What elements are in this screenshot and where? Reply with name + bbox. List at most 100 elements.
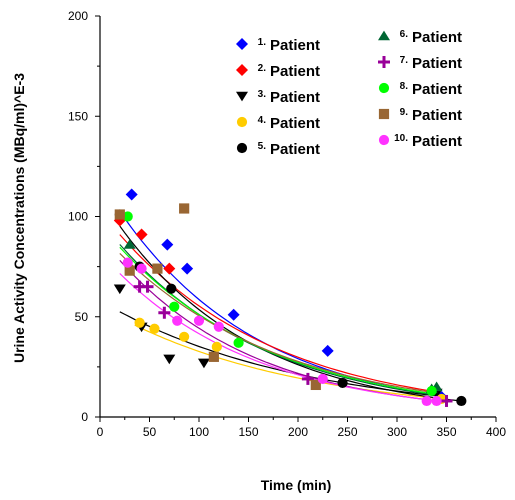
legend-number: 6. (400, 29, 409, 40)
y-tick-label: 150 (68, 109, 88, 123)
legend-number: 3. (258, 89, 267, 100)
legend-number: 2. (258, 63, 267, 74)
legend-marker (236, 38, 248, 50)
legend-item: 8. Patient (378, 81, 462, 98)
legend-marker (236, 116, 248, 128)
y-tick-label: 50 (75, 310, 89, 324)
fit-curves (119, 210, 462, 403)
data-point (421, 395, 432, 407)
plus-bar (162, 306, 166, 319)
data-point (152, 263, 163, 274)
legend-number: 1. (258, 37, 267, 48)
x-tick-label: 350 (436, 425, 456, 439)
data-point (123, 239, 136, 249)
x-tick-label: 100 (189, 425, 209, 439)
legend-item: 9. Patient (378, 107, 462, 124)
data-point (197, 358, 210, 369)
data-point (227, 308, 240, 321)
legend-label: Patient (270, 63, 320, 80)
x-tick-label: 150 (238, 425, 258, 439)
data-points (113, 188, 467, 407)
legend-marker (378, 108, 390, 120)
legend-item: 6. Patient (378, 29, 462, 46)
legend-label: Patient (412, 133, 462, 150)
legend-label: Patient (412, 55, 462, 72)
data-point (426, 385, 437, 397)
legend-item: 1. Patient (236, 37, 320, 54)
data-point (317, 373, 328, 385)
data-point (431, 395, 442, 407)
legend-label: Patient (270, 89, 320, 106)
legend-label: Patient (412, 107, 462, 124)
data-point (163, 262, 176, 275)
data-point (179, 331, 190, 342)
fit-curve (119, 252, 427, 393)
plus-bar (146, 280, 150, 293)
plus-bar (445, 394, 448, 407)
x-tick-label: 300 (387, 425, 407, 439)
fit-curve (119, 246, 437, 395)
data-point (136, 263, 147, 274)
data-point (135, 228, 148, 241)
x-tick-label: 0 (97, 425, 104, 439)
data-point (172, 315, 183, 326)
legend-label: Patient (270, 141, 320, 158)
data-point (301, 372, 314, 385)
data-point (125, 188, 138, 201)
legend-marker (378, 134, 390, 146)
x-tick-label: 250 (337, 425, 357, 439)
legend-item: 2. Patient (236, 63, 320, 80)
legend-label: Patient (412, 29, 462, 46)
legend-marker (236, 142, 248, 154)
fit-curve (134, 324, 442, 400)
x-tick-label: 400 (486, 425, 506, 439)
data-point (141, 280, 154, 293)
legend-label: Patient (270, 115, 320, 132)
data-point (208, 351, 219, 362)
axes: 0 50 100 150 200 250 300 350 400 0 50 100 150 200 (68, 9, 506, 439)
data-point (124, 265, 135, 276)
legend-number: 7. (400, 55, 409, 66)
data-point (233, 337, 244, 348)
data-point (163, 354, 176, 365)
data-point (149, 323, 160, 334)
data-point (134, 317, 145, 328)
fit-curve (119, 259, 447, 403)
legend-label: Patient (270, 37, 320, 54)
legend-item: 5. Patient (236, 141, 320, 158)
plus-bar (138, 280, 142, 293)
legend-marker (236, 64, 248, 76)
legend-number: 10. (394, 133, 408, 144)
legend-item: 3. Patient (236, 89, 320, 106)
data-point (193, 315, 205, 326)
data-point (456, 395, 467, 407)
x-axis-title: Time (min) (261, 477, 332, 493)
data-point (122, 257, 133, 268)
legend-label: Patient (412, 81, 462, 98)
x-tick-label: 200 (288, 425, 308, 439)
data-point (213, 321, 224, 332)
data-point (158, 306, 171, 319)
y-tick-label: 200 (68, 9, 88, 23)
legend-item: 7. Patient (378, 55, 462, 72)
legend-item: 4. Patient (236, 115, 320, 132)
data-point (161, 238, 174, 251)
data-point (337, 377, 348, 389)
y-axis-title: Urine Activity Concentrations (MBq/ml)^E… (11, 73, 27, 363)
data-point (181, 262, 194, 275)
legend-marker (236, 91, 248, 102)
data-point (113, 284, 126, 295)
legend-marker (378, 56, 390, 68)
plus-bar (382, 56, 386, 68)
x-tick-label: 50 (143, 425, 157, 439)
plus-bar (306, 372, 310, 385)
legend-number: 4. (258, 115, 267, 126)
legend-item: 10. Patient (378, 133, 462, 150)
y-tick-label: 0 (81, 410, 88, 424)
data-point (211, 341, 222, 352)
data-point (440, 394, 453, 407)
y-tick-label: 100 (68, 210, 88, 224)
fit-curve (119, 225, 462, 402)
